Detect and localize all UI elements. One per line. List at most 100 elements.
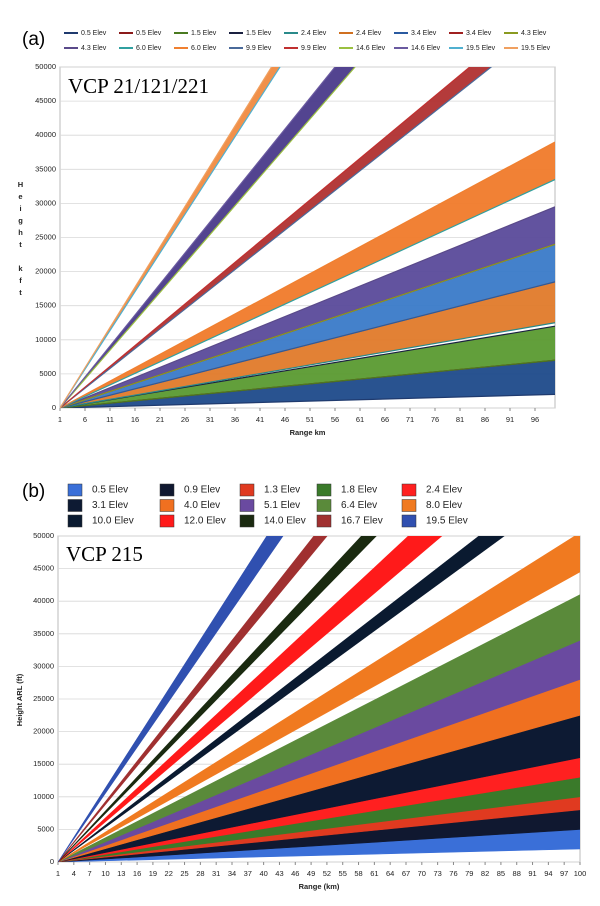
- x-tick-label: 16: [133, 869, 141, 878]
- legend-swatch: [401, 499, 417, 512]
- y-tick-label: 10000: [33, 792, 54, 801]
- y-tick-label: 45000: [35, 96, 56, 105]
- legend-label: 19.5 Elev: [521, 45, 551, 52]
- x-tick-label: 22: [165, 869, 173, 878]
- legend-label: 6.0 Elev: [191, 45, 217, 52]
- plot: [60, 67, 555, 408]
- x-tick-label: 79: [465, 869, 473, 878]
- legend-label: 1.5 Elev: [246, 30, 272, 37]
- y-tick-label: 45000: [33, 564, 54, 573]
- beam-edge: [60, 67, 471, 408]
- x-tick-label: 64: [386, 869, 394, 878]
- beam-edge: [60, 281, 555, 408]
- legend-swatch: [316, 499, 332, 512]
- x-tick-label: 28: [196, 869, 204, 878]
- panel-label: (b): [22, 481, 45, 502]
- x-tick-label: 31: [206, 415, 214, 424]
- x-tick-label: 51: [306, 415, 314, 424]
- y-tick-label: 5000: [39, 369, 56, 378]
- beam-edge: [60, 67, 273, 408]
- x-tick-label: 16: [131, 415, 139, 424]
- plot: [58, 536, 580, 862]
- x-tick-label: 55: [339, 869, 347, 878]
- legend-swatch: [67, 499, 83, 512]
- x-tick-label: 67: [402, 869, 410, 878]
- y-axis-label: Height kft: [16, 180, 25, 300]
- x-tick-label: 70: [418, 869, 426, 878]
- beam-band: [58, 536, 443, 862]
- x-tick-label: 73: [433, 869, 441, 878]
- y-tick-label: 40000: [33, 596, 54, 605]
- legend-label: 6.4 Elev: [341, 500, 377, 511]
- x-axis-label: Range km: [290, 428, 326, 437]
- legend-label: 19.5 Elev: [466, 45, 496, 52]
- y-tick-label: 35000: [33, 629, 54, 638]
- legend-label: 2.4 Elev: [356, 30, 382, 37]
- beam-band: [58, 536, 284, 862]
- x-tick-label: 46: [291, 869, 299, 878]
- y-tick-label: 50000: [35, 62, 56, 71]
- legend-label: 3.4 Elev: [411, 30, 437, 37]
- x-tick-label: 76: [431, 415, 439, 424]
- legend-label: 4.3 Elev: [521, 30, 547, 37]
- legend-label: 9.9 Elev: [246, 45, 272, 52]
- legend-swatch: [239, 483, 255, 497]
- y-tick-label: 20000: [33, 727, 54, 736]
- beam-edge: [60, 393, 555, 408]
- x-tick-label: 58: [354, 869, 362, 878]
- x-tick-label: 34: [228, 869, 236, 878]
- x-axis-label: Range (km): [299, 882, 340, 891]
- x-tick-label: 41: [256, 415, 264, 424]
- x-tick-label: 100: [574, 869, 587, 878]
- x-tick-label: 52: [323, 869, 331, 878]
- x-tick-label: 31: [212, 869, 220, 878]
- legend-label: 4.0 Elev: [184, 500, 220, 511]
- y-tick-label: 20000: [35, 267, 56, 276]
- legend-label: 19.5 Elev: [426, 516, 468, 527]
- x-tick-label: 66: [381, 415, 389, 424]
- legend-label: 0.5 Elev: [92, 485, 128, 496]
- x-tick-label: 86: [481, 415, 489, 424]
- x-tick-label: 71: [406, 415, 414, 424]
- x-tick-label: 19: [149, 869, 157, 878]
- x-tick-label: 85: [497, 869, 505, 878]
- y-tick-label: 10000: [35, 335, 56, 344]
- x-tick-label: 82: [481, 869, 489, 878]
- legend-label: 8.0 Elev: [426, 500, 462, 511]
- panel-label: (a): [22, 29, 45, 50]
- legend-label: 6.0 Elev: [136, 45, 162, 52]
- y-tick-label: 25000: [35, 232, 56, 241]
- y-axis-label: Height ARL (ft): [15, 673, 24, 726]
- y-tick-label: 25000: [33, 694, 54, 703]
- y-tick-label: 0: [50, 857, 54, 866]
- x-tick-label: 10: [101, 869, 109, 878]
- legend-label: 5.1 Elev: [264, 500, 300, 511]
- legend-label: 1.8 Elev: [341, 485, 377, 496]
- x-tick-label: 13: [117, 869, 125, 878]
- legend-swatch: [316, 483, 332, 497]
- x-tick-label: 61: [356, 415, 364, 424]
- beam-edge: [60, 243, 555, 408]
- x-tick-label: 56: [331, 415, 339, 424]
- legend-label: 2.4 Elev: [301, 30, 327, 37]
- x-tick-label: 37: [244, 869, 252, 878]
- x-tick-label: 21: [156, 415, 164, 424]
- legend-label: 1.5 Elev: [191, 30, 217, 37]
- beam-edge: [60, 67, 281, 408]
- legend-label: 10.0 Elev: [92, 516, 134, 527]
- beam-band: [58, 536, 328, 862]
- legend-label: 0.9 Elev: [184, 485, 220, 496]
- legend-label: 0.5 Elev: [81, 30, 107, 37]
- beam-band: [58, 536, 580, 862]
- legend-label: 9.9 Elev: [301, 45, 327, 52]
- legend-swatch: [239, 499, 255, 512]
- x-tick-label: 91: [506, 415, 514, 424]
- legend-label: 14.6 Elev: [411, 45, 441, 52]
- x-tick-label: 11: [106, 415, 114, 424]
- x-tick-label: 96: [531, 415, 539, 424]
- legend-swatch: [316, 514, 332, 528]
- annotation: VCP 21/121/221: [68, 74, 209, 98]
- y-tick-label: 15000: [35, 301, 56, 310]
- legend-swatch: [239, 514, 255, 528]
